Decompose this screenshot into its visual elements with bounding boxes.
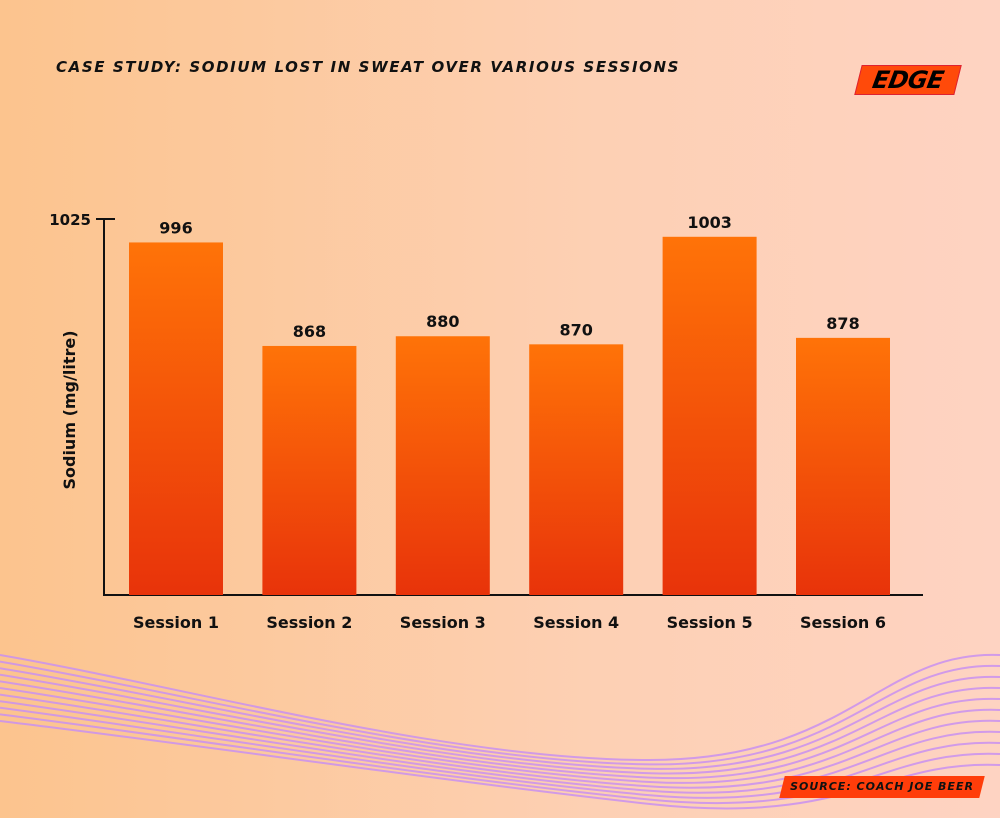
wave-line [0, 693, 1000, 789]
wave-line [0, 700, 1000, 794]
wave-line [0, 673, 1000, 775]
x-tick-label: Session 4 [533, 613, 619, 632]
bar-value-label: 880 [426, 312, 459, 331]
y-axis-label: Sodium (mg/litre) [60, 330, 79, 489]
wave-line [0, 680, 1000, 780]
wave-line [0, 667, 1000, 770]
y-tick-label: 1025 [49, 211, 91, 229]
bar [262, 345, 357, 595]
wave-line [0, 687, 1000, 784]
wave-line [0, 706, 1000, 799]
x-tick-label: Session 5 [667, 613, 753, 632]
bar [662, 236, 757, 595]
bar-value-label: 1003 [687, 213, 732, 232]
bar-value-label: 870 [559, 320, 592, 339]
bar [395, 336, 490, 595]
bar [796, 337, 890, 595]
source-text: SOURCE: COACH JOE BEER [790, 780, 974, 793]
bar [129, 242, 223, 595]
bar [529, 344, 624, 595]
x-tick-label: Session 6 [800, 613, 886, 632]
x-tick-label: Session 2 [266, 613, 352, 632]
x-tick-label: Session 3 [400, 613, 486, 632]
wave-line [0, 660, 1000, 766]
bar-value-label: 868 [293, 322, 326, 341]
source-badge: SOURCE: COACH JOE BEER [779, 776, 985, 798]
wave-line [0, 653, 1000, 762]
bar-value-label: 996 [159, 218, 192, 237]
wave-line [0, 713, 1000, 804]
bar-value-label: 878 [826, 314, 859, 333]
chart-title: CASE STUDY: SODIUM LOST IN SWEAT OVER VA… [56, 58, 681, 76]
x-tick-label: Session 1 [133, 613, 219, 632]
